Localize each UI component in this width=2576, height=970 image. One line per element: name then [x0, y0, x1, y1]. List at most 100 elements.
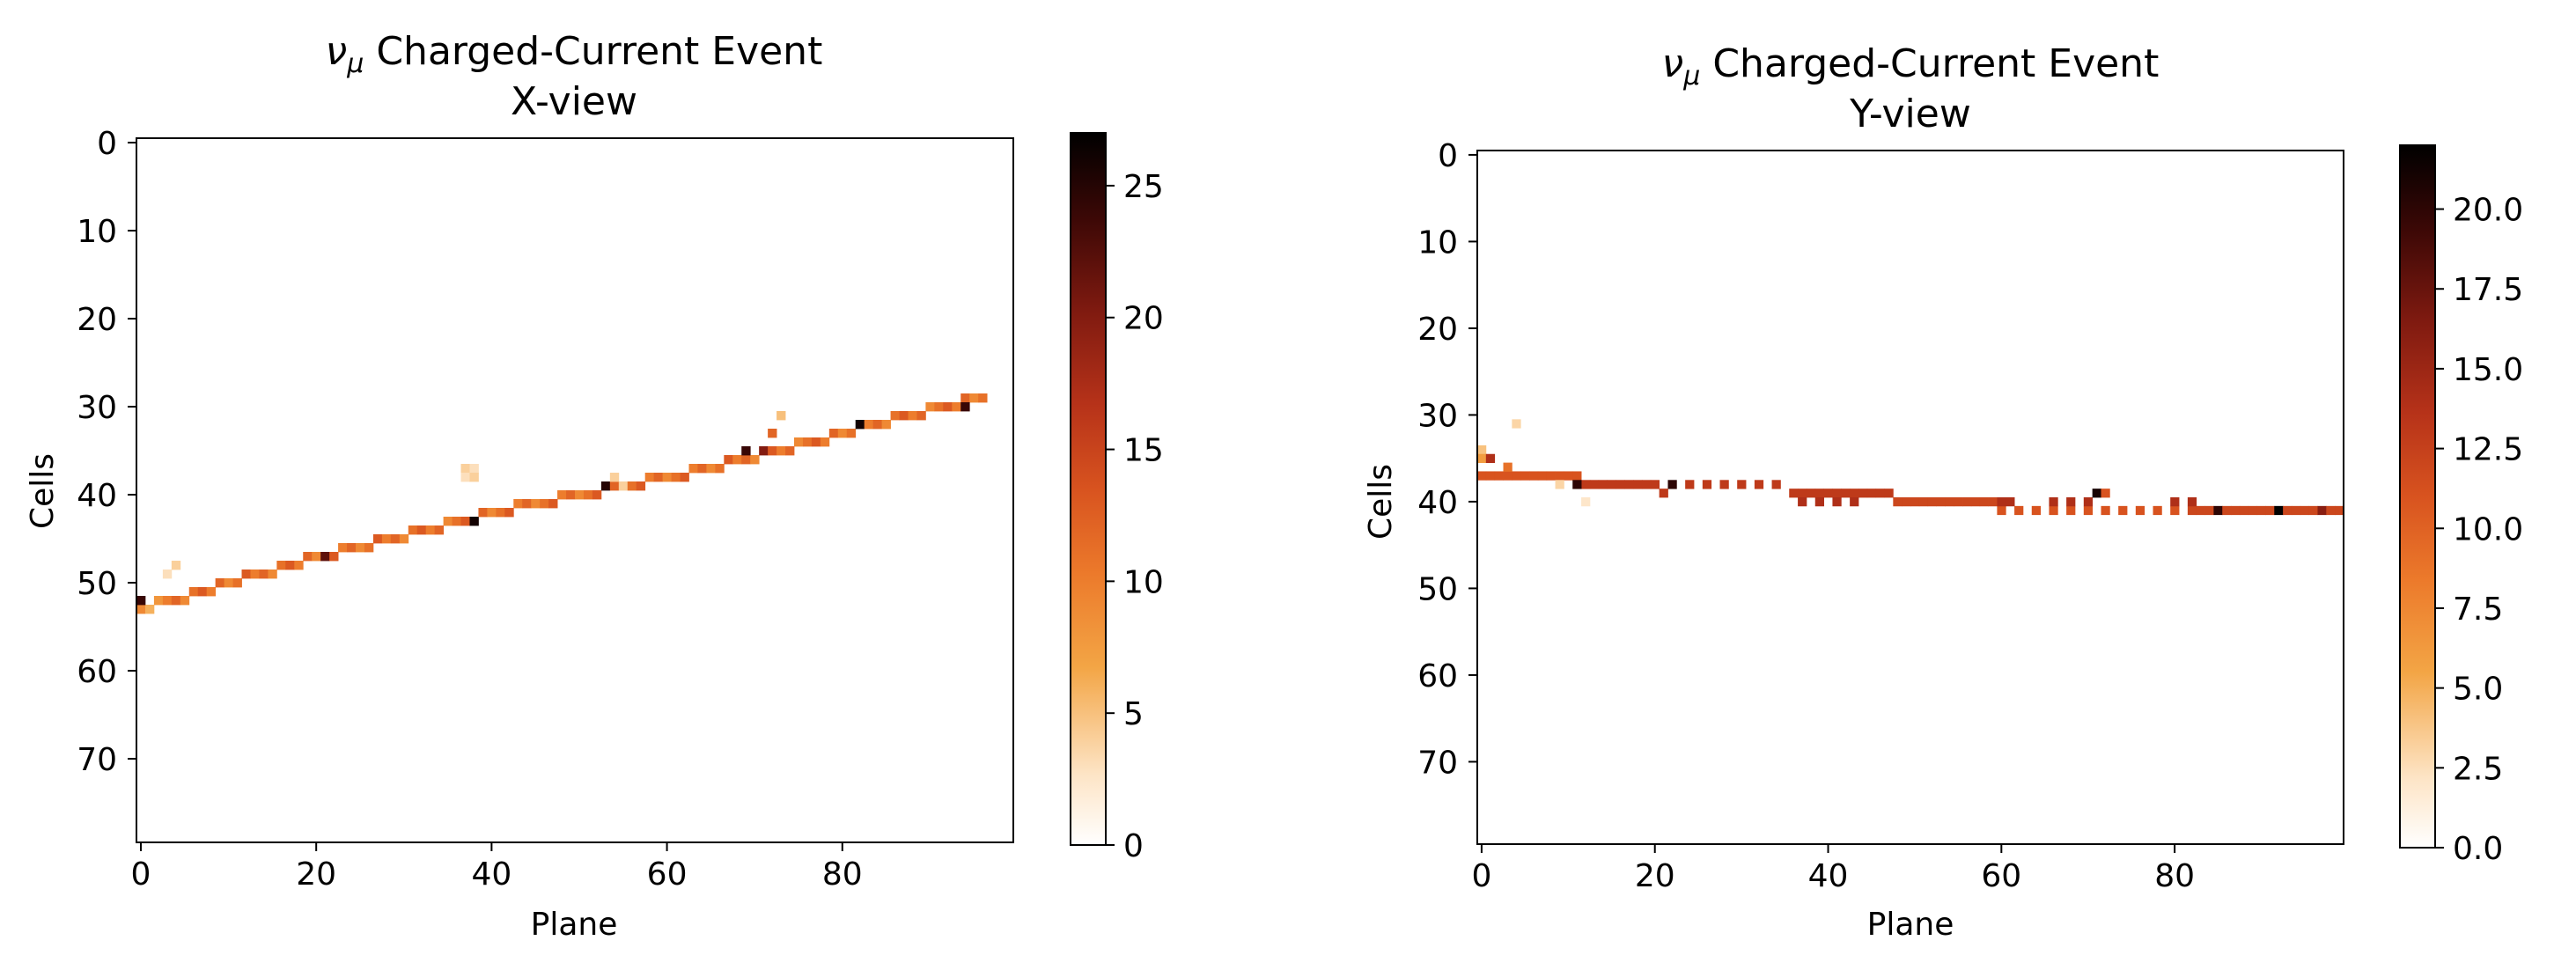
colorbar-tick-label: 7.5: [2453, 592, 2503, 628]
heatmap-cell: [785, 446, 795, 456]
heatmap-cell: [1979, 497, 1989, 507]
x-tick-label: 60: [647, 856, 688, 893]
heatmap-cell: [1719, 480, 1729, 489]
heatmap-cell: [2006, 497, 2015, 507]
heatmap-cell: [2092, 489, 2101, 498]
heatmap-cell: [1512, 471, 1521, 481]
heatmap-cell: [364, 543, 374, 553]
y-tick-label: 30: [1417, 398, 1458, 434]
heatmap-cells: [136, 393, 988, 614]
heatmap-cell: [136, 605, 146, 614]
heatmap-cell: [2222, 505, 2232, 516]
heatmap-cell: [916, 411, 926, 421]
heatmap-cell: [960, 402, 970, 412]
chart-title-main: Charged-Current Event: [1712, 41, 2159, 86]
heatmap-cell: [460, 464, 470, 474]
heatmap-cell: [978, 393, 988, 403]
heatmap-cell: [1633, 480, 1643, 489]
x-axis-label: Plane: [531, 907, 618, 943]
heatmap-cell: [276, 561, 286, 570]
heatmap-cell: [1503, 462, 1512, 472]
heatmap-cell: [943, 402, 953, 412]
heatmap-cell: [1814, 489, 1824, 498]
heatmap-cell: [2066, 497, 2076, 507]
heatmap-cell: [890, 411, 900, 421]
x-axis-ticks: 0 20 40 60 80: [131, 842, 863, 893]
plot-frame: [1476, 150, 2344, 845]
heatmap-cell: [2239, 505, 2249, 516]
heatmap-cell: [487, 508, 497, 518]
heatmap-cell: [864, 420, 874, 430]
heatmap-cell: [636, 481, 646, 491]
heatmap-cell: [2049, 505, 2058, 516]
heatmap-cell: [2231, 505, 2241, 516]
heatmap-cell: [1667, 480, 1677, 489]
heatmap-cell: [320, 552, 330, 562]
colorbar-tick-label: 25: [1123, 169, 1164, 205]
heatmap-cell: [1850, 497, 1859, 507]
y-tick-label: 40: [1417, 485, 1458, 521]
heatmap-cell: [2014, 505, 2024, 516]
heatmap-cell: [2300, 505, 2310, 516]
heatmap-cell: [776, 411, 786, 421]
heatmap-cell: [2196, 505, 2205, 516]
heatmap-cell: [1555, 480, 1564, 489]
heatmap-cell: [1589, 480, 1600, 489]
x-tick-label: 20: [1635, 858, 1675, 894]
y-tick-label: 20: [1417, 312, 1458, 348]
heatmap-cell: [171, 596, 181, 606]
colorbar-tick-label: 0: [1123, 828, 1144, 864]
heatmap-cell: [390, 534, 401, 544]
heatmap-cell: [855, 420, 865, 430]
heatmap-cell: [618, 481, 629, 491]
y-tick-label: 30: [77, 390, 117, 426]
heatmap-cell: [557, 490, 567, 500]
heatmap-cell: [925, 402, 935, 412]
heatmap-cell: [1832, 497, 1842, 507]
heatmap-cell: [2101, 489, 2110, 498]
colorbar-tick-label: 10: [1123, 564, 1164, 600]
heatmap-cell: [1477, 471, 1487, 481]
chart-title-view: X-view: [511, 79, 637, 124]
heatmap-cell: [1910, 497, 1920, 507]
heatmap-cell: [531, 499, 541, 509]
mu-subscript: μ: [346, 48, 364, 79]
heatmap-cell: [452, 517, 461, 526]
heatmap-cell: [2170, 497, 2180, 507]
heatmap-cell: [496, 508, 505, 518]
heatmap-cell: [1581, 480, 1591, 489]
heatmap-cell: [460, 517, 470, 526]
heatmap-cell: [583, 490, 593, 500]
colorbar-tick-label: 10.0: [2453, 511, 2523, 547]
heatmap-cell: [443, 517, 453, 526]
heatmap-cell: [575, 490, 585, 500]
colorbar: [1070, 132, 1107, 846]
heatmap-cell: [1789, 489, 1799, 498]
nu-symbol: ν: [1662, 41, 1684, 86]
heatmap-cell: [1485, 471, 1496, 481]
y-axis-ticks: 0 10 20 30 40 50 60 70: [1417, 138, 1477, 781]
heatmap-cell: [1970, 497, 1981, 507]
y-tick-label: 50: [1417, 571, 1458, 607]
heatmap-cell: [1503, 471, 1512, 481]
heatmap-cell: [1798, 489, 1807, 498]
heatmap-cell: [469, 517, 479, 526]
heatmap-cell: [1512, 419, 1521, 429]
chart-y-view: νμ Charged-Current Event Y-view Plane Ce…: [1363, 41, 2523, 943]
heatmap-cell: [2326, 505, 2336, 516]
heatmap-cell: [1598, 480, 1608, 489]
heatmap-cell: [285, 561, 295, 570]
heatmap-cell: [899, 411, 909, 421]
heatmap-cell: [2118, 505, 2128, 516]
y-tick-label: 60: [1417, 658, 1458, 694]
chart-x-view: νμ Charged-Current Event X-view Plane Ce…: [25, 29, 1164, 943]
heatmap-cell: [2291, 505, 2301, 516]
heatmap-cell: [908, 411, 917, 421]
heatmap-cell: [2204, 505, 2214, 516]
heatmap-cell: [180, 596, 190, 606]
heatmap-cell: [1814, 497, 1824, 507]
x-axis-ticks: 0 20 40 60 80: [1471, 844, 2195, 894]
heatmap-cell: [1927, 497, 1937, 507]
heatmap-cell: [2049, 497, 2058, 507]
heatmap-cell: [776, 446, 786, 456]
